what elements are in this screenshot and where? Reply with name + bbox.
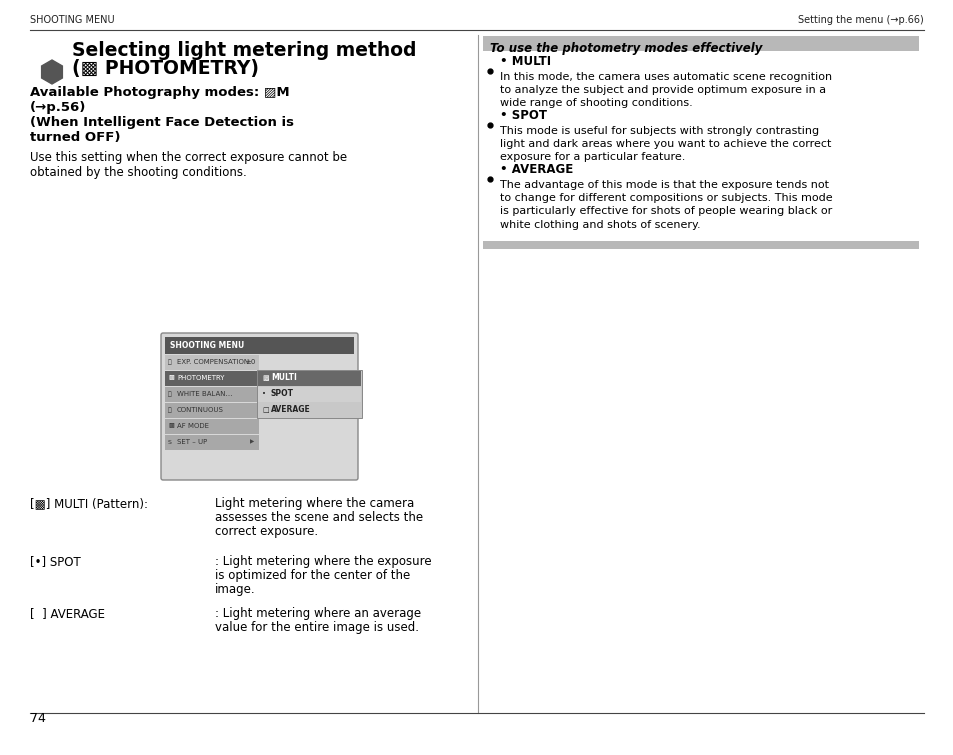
Text: is particularly effective for shots of people wearing black or: is particularly effective for shots of p… bbox=[499, 207, 831, 217]
Text: EXP. COMPENSATION: EXP. COMPENSATION bbox=[177, 359, 249, 365]
Text: To use the photometry modes effectively: To use the photometry modes effectively bbox=[490, 42, 761, 55]
Text: ▩: ▩ bbox=[168, 424, 173, 429]
Bar bbox=[165, 355, 258, 370]
Text: exposure for a particular feature.: exposure for a particular feature. bbox=[499, 153, 684, 162]
Text: SHOOTING MENU: SHOOTING MENU bbox=[30, 15, 114, 25]
Text: to analyze the subject and provide optimum exposure in a: to analyze the subject and provide optim… bbox=[499, 85, 825, 95]
Text: Selecting light metering method: Selecting light metering method bbox=[71, 41, 416, 60]
Text: : Light metering where an average: : Light metering where an average bbox=[214, 607, 420, 620]
Text: AF MODE: AF MODE bbox=[177, 423, 209, 429]
Text: Available Photography modes: ▨M: Available Photography modes: ▨M bbox=[30, 86, 290, 99]
Text: • MULTI: • MULTI bbox=[499, 55, 551, 68]
Bar bbox=[482, 241, 918, 248]
Text: image.: image. bbox=[214, 583, 255, 596]
Text: ▶: ▶ bbox=[250, 439, 253, 445]
Bar bbox=[482, 36, 918, 51]
Text: ▩: ▩ bbox=[262, 375, 269, 381]
Text: obtained by the shooting conditions.: obtained by the shooting conditions. bbox=[30, 166, 247, 179]
Text: CONTINUOUS: CONTINUOUS bbox=[177, 407, 224, 413]
Text: to change for different compositions or subjects. This mode: to change for different compositions or … bbox=[499, 193, 832, 203]
Text: •: • bbox=[262, 391, 266, 397]
Text: In this mode, the camera uses automatic scene recognition: In this mode, the camera uses automatic … bbox=[499, 72, 831, 82]
Text: is optimized for the center of the: is optimized for the center of the bbox=[214, 569, 410, 582]
Text: WHITE BALAN…: WHITE BALAN… bbox=[177, 391, 233, 397]
Text: Use this setting when the correct exposure cannot be: Use this setting when the correct exposu… bbox=[30, 151, 347, 164]
Text: Setting the menu (→p.66): Setting the menu (→p.66) bbox=[798, 15, 923, 25]
Bar bbox=[165, 435, 258, 450]
Text: AVERAGE: AVERAGE bbox=[271, 405, 311, 414]
Text: Light metering where the camera: Light metering where the camera bbox=[214, 497, 414, 510]
Text: SET – UP: SET – UP bbox=[177, 439, 207, 445]
Text: white clothing and shots of scenery.: white clothing and shots of scenery. bbox=[499, 220, 700, 230]
Bar bbox=[257, 387, 360, 402]
Text: Ⓕ: Ⓕ bbox=[168, 359, 172, 365]
Text: wide range of shooting conditions.: wide range of shooting conditions. bbox=[499, 98, 692, 109]
Text: (→p.56): (→p.56) bbox=[30, 101, 87, 114]
Text: PHOTOMETRY: PHOTOMETRY bbox=[177, 375, 224, 381]
Text: : Light metering where the exposure: : Light metering where the exposure bbox=[214, 555, 431, 568]
Text: The advantage of this mode is that the exposure tends not: The advantage of this mode is that the e… bbox=[499, 180, 828, 190]
Text: assesses the scene and selects the: assesses the scene and selects the bbox=[214, 511, 423, 524]
Bar bbox=[257, 371, 360, 386]
Text: value for the entire image is used.: value for the entire image is used. bbox=[214, 621, 418, 634]
Text: □: □ bbox=[262, 407, 269, 413]
Text: 74: 74 bbox=[30, 712, 46, 725]
Bar bbox=[165, 387, 258, 402]
Text: light and dark areas where you want to achieve the correct: light and dark areas where you want to a… bbox=[499, 139, 830, 149]
Text: (When Intelligent Face Detection is: (When Intelligent Face Detection is bbox=[30, 116, 294, 129]
Polygon shape bbox=[42, 60, 62, 84]
Text: ▩: ▩ bbox=[168, 375, 173, 381]
Text: S: S bbox=[168, 439, 172, 445]
Bar bbox=[165, 403, 258, 418]
Text: SPOT: SPOT bbox=[271, 390, 294, 399]
Text: SHOOTING MENU: SHOOTING MENU bbox=[170, 341, 244, 350]
Text: [•] SPOT: [•] SPOT bbox=[30, 555, 81, 568]
Text: correct exposure.: correct exposure. bbox=[214, 525, 317, 538]
Bar bbox=[165, 419, 258, 434]
Text: turned OFF): turned OFF) bbox=[30, 131, 120, 144]
Text: This mode is useful for subjects with strongly contrasting: This mode is useful for subjects with st… bbox=[499, 125, 819, 135]
Text: • AVERAGE: • AVERAGE bbox=[499, 163, 573, 176]
Text: Ⓒ: Ⓒ bbox=[168, 407, 172, 413]
FancyBboxPatch shape bbox=[161, 333, 357, 480]
Text: [  ] AVERAGE: [ ] AVERAGE bbox=[30, 607, 105, 620]
Bar bbox=[165, 337, 354, 354]
Text: • SPOT: • SPOT bbox=[499, 109, 546, 122]
Text: [▩] MULTI (Pattern):: [▩] MULTI (Pattern): bbox=[30, 497, 148, 510]
Text: ±0: ±0 bbox=[245, 359, 255, 365]
Bar bbox=[256, 370, 361, 418]
Bar bbox=[257, 403, 360, 418]
Text: MULTI: MULTI bbox=[271, 374, 296, 383]
Text: (▩ PHOTOMETRY): (▩ PHOTOMETRY) bbox=[71, 59, 258, 78]
Bar bbox=[165, 371, 258, 386]
Text: Ⓒ: Ⓒ bbox=[168, 391, 172, 397]
